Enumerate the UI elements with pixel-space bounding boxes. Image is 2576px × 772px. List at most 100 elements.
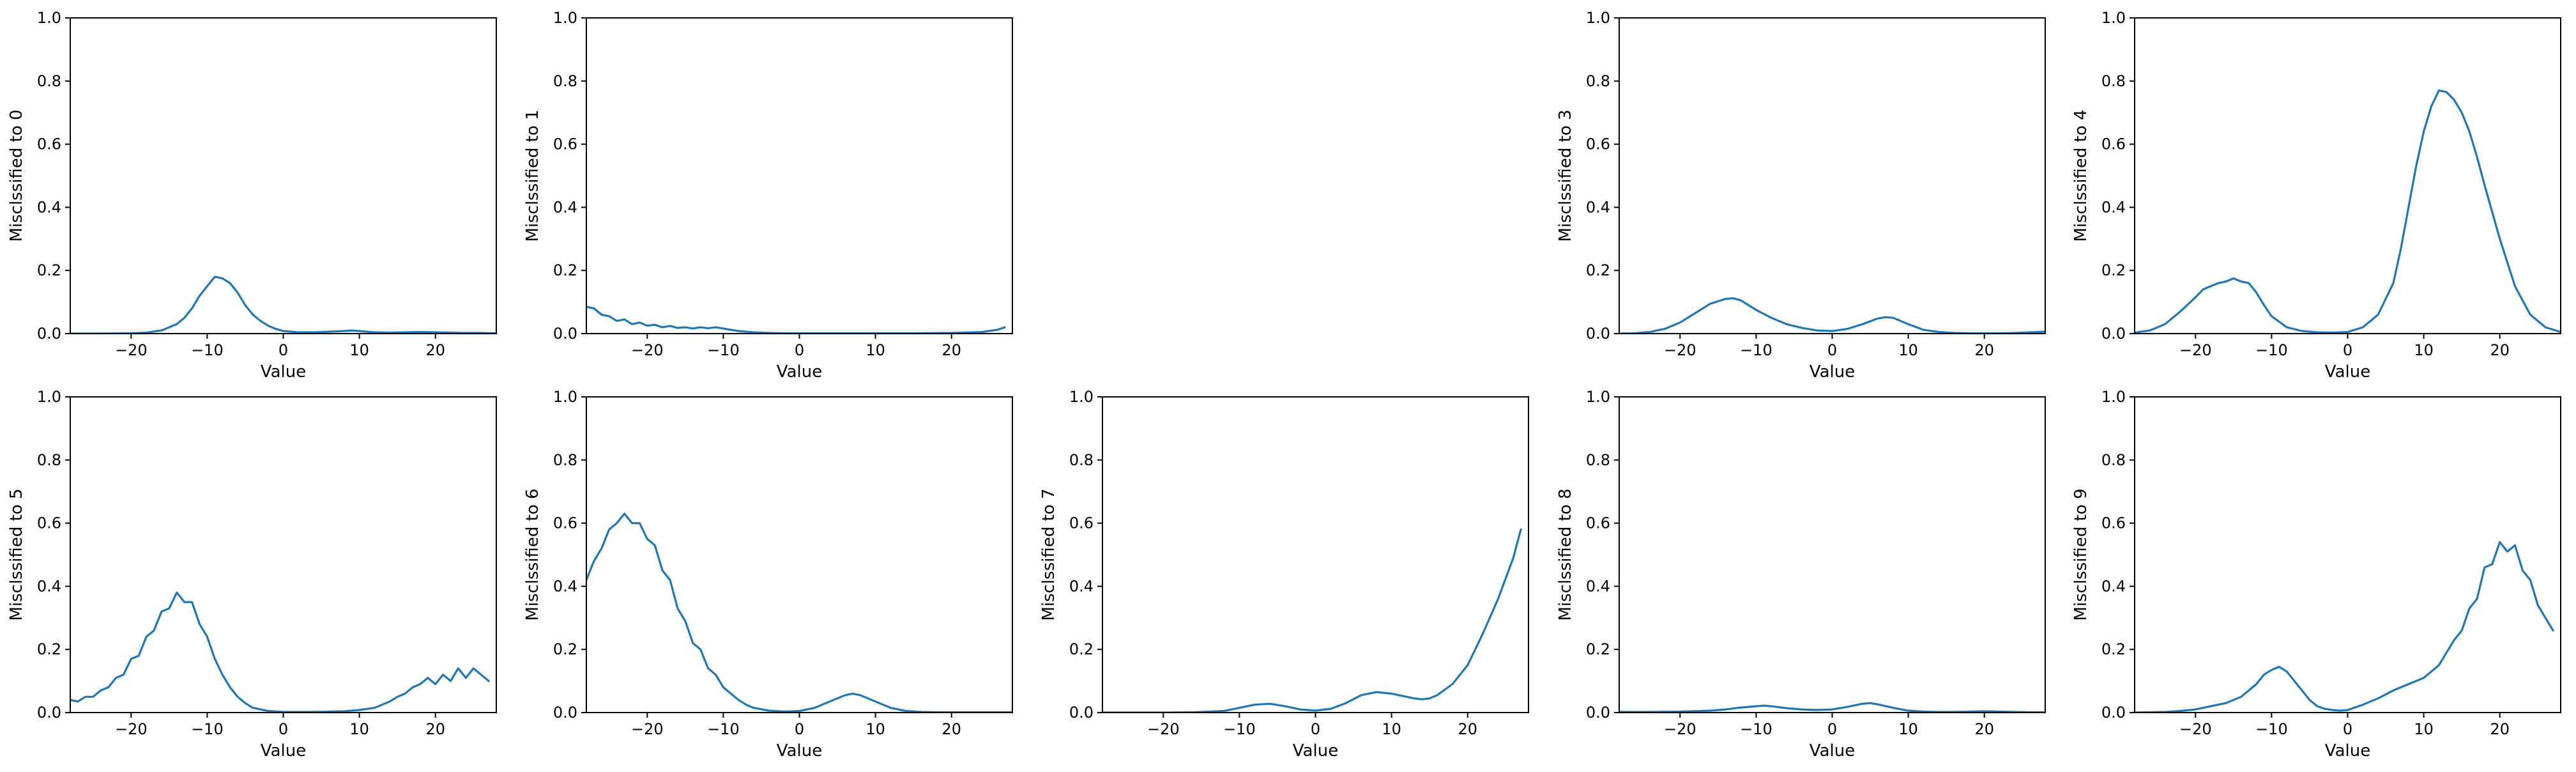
chart-5-xtick-label-0: −20: [115, 720, 148, 738]
chart-8-frame: [1619, 396, 2046, 713]
chart-7-series-line: [1102, 528, 1522, 713]
chart-6-xtick-label-4: 20: [941, 720, 961, 738]
chart-3: 0.0 0.2 0.4 0.6 0.8 1.0 −20 −10 0 10 20 Value Miscls…: [1556, 9, 2046, 382]
chart-6-xtick-label-0: −20: [631, 720, 664, 738]
chart-3-xtick-label-0: −20: [1664, 341, 1696, 359]
chart-5-ytick-label-5: 1.0: [37, 388, 61, 406]
chart-7-xlabel: Value: [1293, 741, 1338, 760]
chart-9-xlabel: Value: [2325, 741, 2370, 760]
chart-1: 0.0 0.2 0.4 0.6 0.8 1.0 −20 −10 0 10 20 Value Miscls…: [523, 9, 1013, 382]
chart-4-series-line: [2135, 89, 2561, 334]
chart-4-frame: [2134, 17, 2561, 334]
chart-6-ylabel: Misclssified to 6: [523, 488, 542, 621]
chart-0-ytick-label-4: 0.8: [37, 72, 61, 90]
chart-6-frame: [586, 396, 1013, 713]
chart-5-xtick-label-4: 20: [425, 720, 445, 738]
chart-3-ylabel: Misclssified to 3: [1556, 109, 1575, 242]
chart-9: 0.0 0.2 0.4 0.6 0.8 1.0 −20 −10 0 10 20 Value Miscls…: [2071, 388, 2561, 760]
chart-6-ytick-label-1: 0.2: [553, 640, 577, 658]
chart-0-xtick-label-2: 0: [278, 341, 288, 359]
chart-3-ytick-label-4: 0.8: [1586, 72, 1610, 90]
chart-8-ytick-label-3: 0.6: [1586, 514, 1610, 532]
chart-4-ytick-label-0: 0.0: [2101, 325, 2126, 343]
chart-7-xtick-label-4: 20: [1458, 720, 1477, 738]
chart-3-ytick-label-2: 0.4: [1586, 198, 1610, 216]
chart-7-ytick-label-3: 0.6: [1069, 514, 1094, 532]
chart-6-xlabel: Value: [777, 741, 822, 760]
chart-0-xtick-label-3: 10: [349, 341, 369, 359]
chart-7-ytick-label-5: 1.0: [1069, 388, 1094, 406]
chart-8-series-line: [1619, 702, 2045, 713]
chart-9-ytick-label-1: 0.2: [2101, 640, 2126, 658]
chart-7-frame: [1102, 396, 1529, 713]
chart-5-xtick-label-3: 10: [349, 720, 369, 738]
chart-3-xtick-label-3: 10: [1898, 341, 1918, 359]
chart-9-ytick-label-0: 0.0: [2101, 704, 2126, 722]
chart-8-xtick-label-4: 20: [1974, 720, 1994, 738]
chart-3-ytick-label-5: 1.0: [1586, 9, 1610, 27]
chart-9-series-line: [2135, 541, 2554, 713]
chart-4-ylabel: Misclssified to 4: [2071, 109, 2091, 242]
chart-9-xtick-label-3: 10: [2414, 720, 2434, 738]
chart-0-ytick-label-1: 0.2: [37, 261, 61, 279]
chart-5-ytick-label-2: 0.4: [37, 577, 61, 595]
chart-4-xtick-label-3: 10: [2414, 341, 2434, 359]
chart-1-xlabel: Value: [777, 362, 822, 382]
chart-9-ytick-label-3: 0.6: [2101, 514, 2126, 532]
chart-6-series-line: [586, 513, 1012, 713]
chart-8-xtick-label-0: −20: [1664, 720, 1696, 738]
chart-0-ytick-label-5: 1.0: [37, 9, 61, 27]
chart-4-xtick-label-1: −10: [2255, 341, 2288, 359]
chart-1-ytick-label-4: 0.8: [553, 72, 577, 90]
chart-1-ytick-label-1: 0.2: [553, 261, 577, 279]
chart-4-xtick-label-2: 0: [2343, 341, 2352, 359]
chart-3-ytick-label-0: 0.0: [1586, 325, 1610, 343]
chart-9-xtick-label-2: 0: [2343, 720, 2352, 738]
chart-5-ytick-label-0: 0.0: [37, 704, 61, 722]
chart-7-ylabel: Misclssified to 7: [1039, 488, 1058, 621]
chart-1-ytick-label-5: 1.0: [553, 9, 577, 27]
chart-9-ytick-label-4: 0.8: [2101, 451, 2126, 469]
chart-0-xlabel: Value: [261, 362, 306, 382]
chart-3-ytick-label-3: 0.6: [1586, 135, 1610, 153]
chart-7-ytick-label-1: 0.2: [1069, 640, 1094, 658]
chart-0: 0.0 0.2 0.4 0.6 0.8 1.0 −20 −10 0 10 20 Value Miscls…: [7, 9, 497, 382]
chart-4-ytick-label-5: 1.0: [2101, 9, 2126, 27]
chart-0-ytick-label-3: 0.6: [37, 135, 61, 153]
chart-6-ytick-label-0: 0.0: [553, 704, 577, 722]
chart-6-ytick-label-2: 0.4: [553, 577, 577, 595]
chart-3-xtick-label-1: −10: [1740, 341, 1772, 359]
chart-8-ytick-label-1: 0.2: [1586, 640, 1610, 658]
chart-1-ytick-label-2: 0.4: [553, 198, 577, 216]
chart-7-ytick-label-4: 0.8: [1069, 451, 1094, 469]
chart-7-xtick-label-3: 10: [1382, 720, 1401, 738]
chart-0-frame: [70, 17, 497, 334]
chart-7-xtick-label-2: 0: [1311, 720, 1320, 738]
chart-9-xtick-label-4: 20: [2490, 720, 2510, 738]
chart-6-ytick-label-4: 0.8: [553, 451, 577, 469]
chart-0-series-line: [70, 275, 496, 334]
chart-6: 0.0 0.2 0.4 0.6 0.8 1.0 −20 −10 0 10 20 Value Miscls…: [523, 388, 1013, 760]
chart-7-xtick-label-0: −20: [1147, 720, 1180, 738]
chart-9-frame: [2134, 396, 2561, 713]
chart-5-ylabel: Misclssified to 5: [7, 488, 26, 621]
chart-1-xtick-label-2: 0: [795, 341, 804, 359]
chart-4-ytick-label-1: 0.2: [2101, 261, 2126, 279]
chart-6-ytick-label-3: 0.6: [553, 514, 577, 532]
chart-8-ytick-label-2: 0.4: [1586, 577, 1610, 595]
chart-4-xtick-label-0: −20: [2179, 341, 2212, 359]
chart-7-ytick-label-0: 0.0: [1069, 704, 1094, 722]
chart-4-ytick-label-3: 0.6: [2101, 135, 2126, 153]
chart-8-xtick-label-1: −10: [1740, 720, 1772, 738]
chart-5-series-line: [70, 591, 490, 713]
chart-4-xtick-label-4: 20: [2490, 341, 2510, 359]
chart-0-ytick-label-2: 0.4: [37, 198, 61, 216]
chart-3-xtick-label-2: 0: [1827, 341, 1837, 359]
chart-8-ytick-label-5: 1.0: [1586, 388, 1610, 406]
chart-4: 0.0 0.2 0.4 0.6 0.8 1.0 −20 −10 0 10 20 Value Miscls…: [2071, 9, 2561, 382]
chart-1-ylabel: Misclssified to 1: [523, 109, 542, 242]
chart-0-ytick-label-0: 0.0: [37, 325, 61, 343]
chart-8-xtick-label-3: 10: [1898, 720, 1918, 738]
chart-1-series-line: [586, 305, 1006, 334]
chart-5-xtick-label-1: −10: [191, 720, 224, 738]
